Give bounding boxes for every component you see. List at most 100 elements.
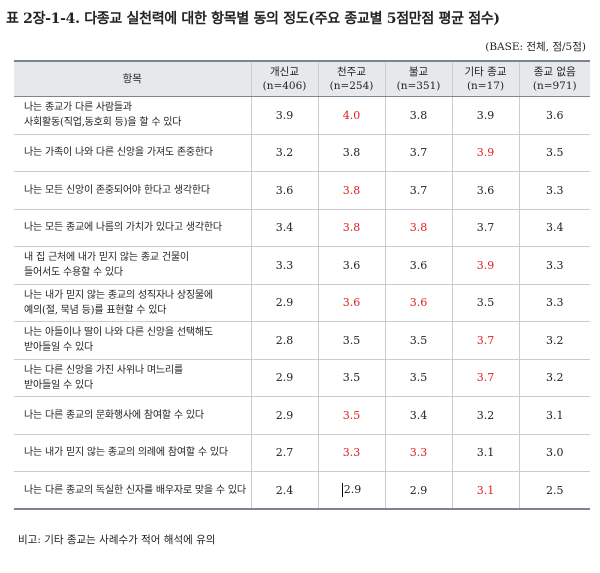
row-item-line: 들어서도 수용할 수 있다: [24, 267, 123, 279]
row-item-line: 나는 내가 믿지 않는 종교의 성직자나 상징물에: [24, 289, 213, 301]
table-row: 나는 내가 믿지 않는 종교의 의례에 참여할 수 있다 2.7 3.3 3.3 3.1…: [14, 434, 590, 472]
row-value-cell: 3.7: [384, 171, 452, 210]
row-value: 3.5: [342, 408, 361, 422]
row-value: 2.9: [275, 371, 294, 385]
header-column-name: 개신교: [270, 66, 299, 78]
row-value-cell: 3.7: [384, 134, 452, 172]
row-value-cell: 3.4: [250, 209, 318, 247]
row-value-cell: 2.7: [250, 434, 318, 472]
row-value-cell: 3.8: [317, 134, 385, 172]
row-value-cell: 3.8: [317, 171, 385, 210]
row-value-cell: 3.5: [317, 359, 385, 397]
row-value: 3.5: [409, 333, 428, 347]
row-item-label: 나는 아들이나 딸이 나와 다른 신앙을 선택해도 받아들일 수 있다: [14, 321, 251, 360]
row-value-cell: 2.4: [250, 471, 318, 510]
survey-table: 항목 개신교 (n=406) 천주교 (n=254) 불교 (n=351) 기타 종교 (n=…: [14, 60, 590, 510]
row-value-cell: 2.8: [250, 321, 318, 360]
header-column-name: 천주교: [337, 66, 366, 78]
header-column-n: (n=254): [329, 80, 374, 92]
row-value-cell: 3.3: [518, 284, 590, 322]
row-value: 3.8: [409, 108, 428, 122]
row-value-cell: 3.4: [384, 396, 452, 435]
row-value-cell: 3.5: [518, 134, 590, 172]
row-value: 3.6: [546, 108, 564, 122]
row-value-cell: 3.5: [451, 284, 519, 322]
row-value-cell: 3.0: [518, 434, 590, 472]
row-value: 3.6: [409, 258, 428, 272]
header-column: 불교 (n=351): [384, 60, 452, 97]
row-item-line: 나는 모든 신앙이 존중되어야 한다고 생각한다: [24, 184, 210, 196]
row-value-cell: 3.9: [451, 246, 519, 285]
row-value: 2.9: [409, 483, 428, 497]
row-value-cell: 3.2: [518, 359, 590, 397]
row-item-label: 나는 내가 믿지 않는 종교의 의례에 참여할 수 있다: [14, 434, 251, 472]
row-value: 3.7: [409, 183, 428, 197]
row-value: 3.8: [342, 183, 361, 197]
row-value: 3.1: [476, 446, 495, 460]
table-container: 항목 개신교 (n=406) 천주교 (n=254) 불교 (n=351) 기타 종교 (n=…: [14, 60, 590, 510]
row-item-line: 나는 가족이 나와 다른 신앙을 가져도 존중한다: [24, 147, 213, 159]
row-value: 3.3: [275, 258, 294, 272]
row-item-label: 나는 다른 종교의 문화행사에 참여할 수 있다: [14, 396, 251, 435]
header-column: 천주교 (n=254): [317, 60, 385, 97]
row-value-cell: 3.5: [317, 321, 385, 360]
row-value-cell: 3.5: [384, 321, 452, 360]
row-item-line: 예의(절, 묵념 등)를 표현할 수 있다: [24, 304, 167, 316]
header-column-name: 불교: [408, 66, 429, 78]
row-value: 2.9: [275, 408, 294, 422]
row-item-label: 나는 다른 종교의 독실한 신자를 배우자로 맞을 수 있다: [14, 471, 251, 510]
footnote: 비고: 기타 종교는 사례수가 적어 해석에 유의: [18, 534, 216, 546]
row-value-cell: 3.8: [317, 209, 385, 247]
row-value: 3.9: [476, 108, 495, 122]
row-value: 3.6: [275, 183, 294, 197]
row-value: 3.9: [275, 108, 294, 122]
row-value-cell: 3.6: [518, 96, 590, 135]
row-value: 3.3: [546, 183, 564, 197]
table-title: 표 2장-1-4. 다종교 실천력에 대한 항목별 동의 정도(주요 종교별 5…: [6, 11, 500, 27]
row-item-label: 나는 가족이 나와 다른 신앙을 가져도 존중한다: [14, 134, 251, 172]
row-value-cell: 3.2: [250, 134, 318, 172]
row-value: 3.5: [342, 333, 361, 347]
row-value: 3.8: [342, 146, 361, 160]
row-item-label: 나는 모든 종교에 나름의 가치가 있다고 생각한다: [14, 209, 251, 247]
row-value-cell: 2.9: [250, 359, 318, 397]
row-value: 3.2: [476, 408, 495, 422]
row-value-cell: 3.2: [518, 321, 590, 360]
table-row: 나는 다른 종교의 독실한 신자를 배우자로 맞을 수 있다 2.4 2.9 2.9 3…: [14, 471, 590, 510]
row-item-line: 나는 내가 믿지 않는 종교의 의례에 참여할 수 있다: [24, 447, 228, 459]
row-value: 3.6: [409, 296, 428, 310]
row-value-cell: 2.5: [518, 471, 590, 510]
row-value-cell: 3.3: [384, 434, 452, 472]
row-value-cell: 3.9: [451, 96, 519, 135]
row-item-line: 나는 다른 종교의 독실한 신자를 배우자로 맞을 수 있다: [24, 484, 246, 496]
table-row: 나는 모든 신앙이 존중되어야 한다고 생각한다 3.6 3.8 3.7 3.6 3.3: [14, 171, 590, 210]
row-value: 3.5: [546, 146, 564, 160]
row-value-cell: 3.7: [451, 321, 519, 360]
table-row: 나는 종교가 다른 사람들과 사회활동(직업,동호회 등)을 할 수 있다 3.9 4…: [14, 96, 590, 135]
row-value-cell: 3.3: [250, 246, 318, 285]
header-item: 항목: [14, 60, 251, 97]
header-column-n: (n=971): [532, 80, 577, 92]
row-value-cell: 3.3: [317, 434, 385, 472]
row-value-cell: 4.0: [317, 96, 385, 135]
row-value: 3.5: [409, 371, 428, 385]
table-row: 나는 모든 종교에 나름의 가치가 있다고 생각한다 3.4 3.8 3.8 3.7 3.…: [14, 209, 590, 247]
row-item-line: 나는 다른 종교의 문화행사에 참여할 수 있다: [24, 409, 204, 421]
row-value: 4.0: [342, 108, 361, 122]
row-value: 3.0: [546, 446, 564, 460]
row-item-line: 받아들일 수 있다: [24, 342, 93, 354]
row-value: 3.3: [409, 446, 428, 460]
row-value-cell: 3.1: [518, 396, 590, 435]
row-value-cell: 3.1: [451, 434, 519, 472]
table-row: 나는 다른 신앙을 가진 사위나 며느리를 받아들일 수 있다 2.9 3.5 3.5 3…: [14, 359, 590, 397]
row-value: 2.4: [275, 483, 294, 497]
row-value: 3.3: [546, 258, 564, 272]
row-value: 3.6: [476, 183, 495, 197]
row-value-cell: 3.2: [451, 396, 519, 435]
row-item-line: 내 집 근처에 내가 믿지 않는 종교 건물이: [24, 252, 189, 264]
row-value-cell: 3.6: [317, 284, 385, 322]
row-value-cell: 3.6: [451, 171, 519, 210]
